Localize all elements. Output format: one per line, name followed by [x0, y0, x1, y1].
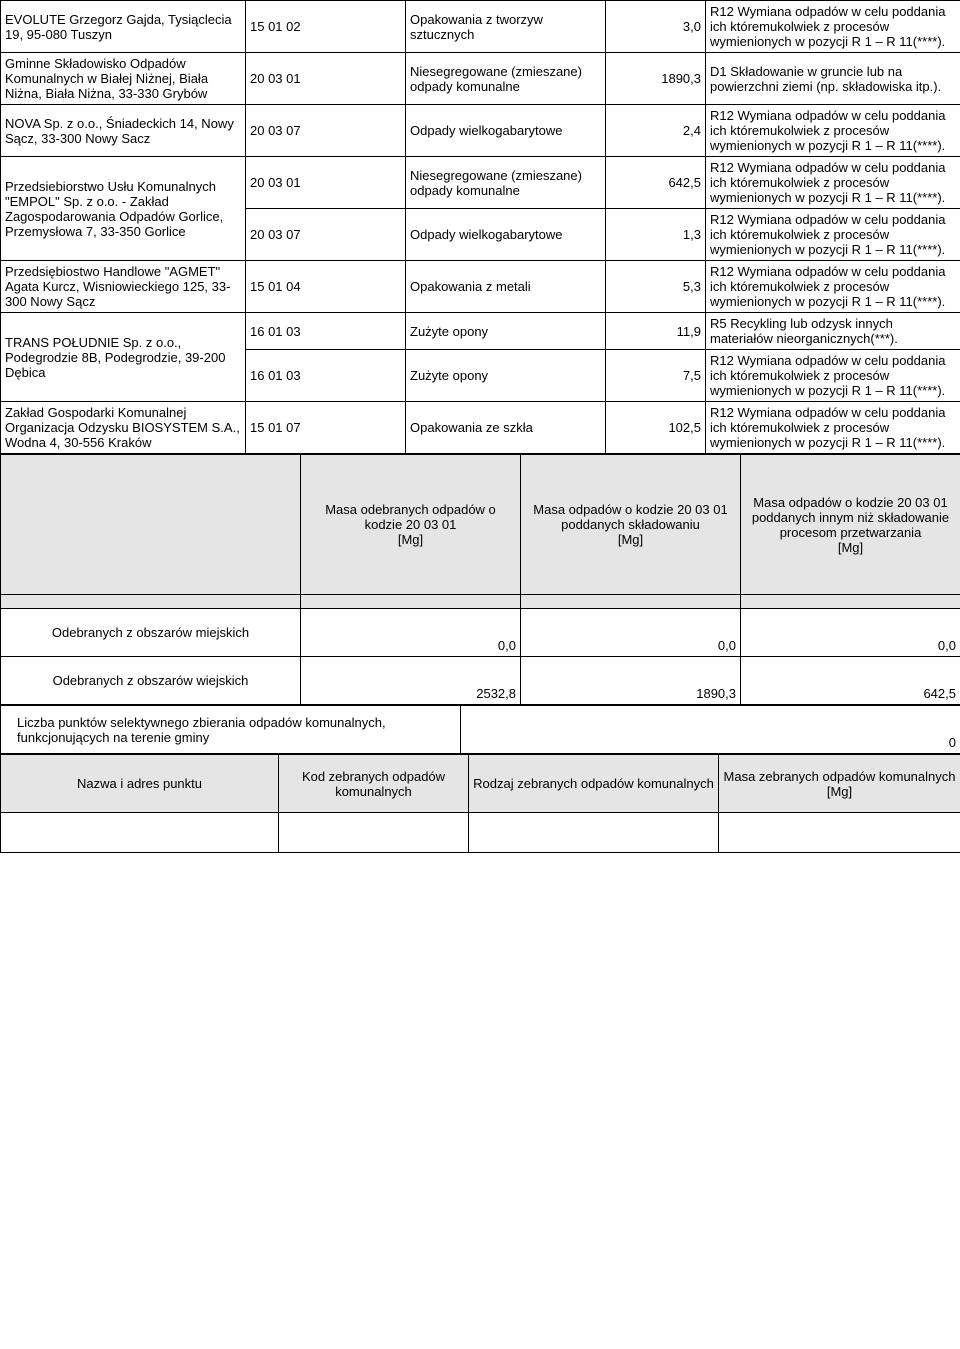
desc-cell: Niesegregowane (zmieszane) odpady komuna…: [406, 53, 606, 105]
summary-urban-v2: 0,0: [521, 609, 741, 657]
process-cell: R12 Wymiana odpadów w celu poddania ich …: [706, 1, 960, 53]
mass-cell: 2,4: [606, 105, 706, 157]
summary-header-1: Masa odebranych odpadów o kodzie 20 03 0…: [301, 455, 521, 595]
company-cell: Zakład Gospodarki Komunalnej Organizacja…: [1, 402, 246, 454]
summary-rural-v1: 2532,8: [301, 657, 521, 705]
desc-cell: Zużyte opony: [406, 350, 606, 402]
summary-rural-v2: 1890,3: [521, 657, 741, 705]
points-header-3: Rodzaj zebranych odpadów komunalnych: [469, 755, 719, 813]
desc-cell: Odpady wielkogabarytowe: [406, 209, 606, 261]
code-cell: 16 01 03: [246, 350, 406, 402]
summary-header-3: Masa odpadów o kodzie 20 03 01 poddanych…: [741, 455, 960, 595]
summary-header-blank: [1, 455, 301, 595]
table-row: Przedsiębiostwo Handlowe "AGMET" Agata K…: [1, 261, 960, 313]
process-cell: R12 Wymiana odpadów w celu poddania ich …: [706, 209, 960, 261]
company-cell: Przedsiębiostwo Handlowe "AGMET" Agata K…: [1, 261, 246, 313]
code-cell: 16 01 03: [246, 313, 406, 350]
points-empty-4: [719, 813, 960, 853]
mass-cell: 5,3: [606, 261, 706, 313]
code-cell: 15 01 04: [246, 261, 406, 313]
points-header-2: Kod zebranych odpadów komunalnych: [279, 755, 469, 813]
mass-cell: 7,5: [606, 350, 706, 402]
table-row: NOVA Sp. z o.o., Śniadeckich 14, Nowy Są…: [1, 105, 960, 157]
desc-cell: Niesegregowane (zmieszane) odpady komuna…: [406, 157, 606, 209]
process-cell: R5 Recykling lub odzysk innych materiałó…: [706, 313, 960, 350]
process-cell: R12 Wymiana odpadów w celu poddania ich …: [706, 157, 960, 209]
points-count-value: 0: [461, 706, 960, 754]
process-cell: R12 Wymiana odpadów w celu poddania ich …: [706, 402, 960, 454]
code-cell: 20 03 07: [246, 209, 406, 261]
summary-rural-label: Odebranych z obszarów wiejskich: [1, 657, 301, 705]
points-header-table: Nazwa i adres punktu Kod zebranych odpad…: [0, 754, 960, 853]
table-row: EVOLUTE Grzegorz Gajda, Tysiąclecia 19, …: [1, 1, 960, 53]
company-cell: Gminne Składowisko Odpadów Komunalnych w…: [1, 53, 246, 105]
company-cell: Przedsiebiorstwo Usłu Komunalnych "EMPOL…: [1, 157, 246, 261]
desc-cell: Odpady wielkogabarytowe: [406, 105, 606, 157]
table-row: Gminne Składowisko Odpadów Komunalnych w…: [1, 53, 960, 105]
company-cell: NOVA Sp. z o.o., Śniadeckich 14, Nowy Są…: [1, 105, 246, 157]
summary-urban-row: Odebranych z obszarów miejskich 0,0 0,0 …: [1, 609, 960, 657]
table-row: TRANS POŁUDNIE Sp. z o.o., Podegrodzie 8…: [1, 313, 960, 350]
summary-urban-v3: 0,0: [741, 609, 960, 657]
code-cell: 20 03 07: [246, 105, 406, 157]
points-count-table: Liczba punktów selektywnego zbierania od…: [0, 705, 960, 754]
summary-header-row: Masa odebranych odpadów o kodzie 20 03 0…: [1, 455, 960, 595]
points-empty-1: [1, 813, 279, 853]
summary-header-2: Masa odpadów o kodzie 20 03 01 poddanych…: [521, 455, 741, 595]
mass-cell: 1,3: [606, 209, 706, 261]
mass-cell: 3,0: [606, 1, 706, 53]
table-row: Zakład Gospodarki Komunalnej Organizacja…: [1, 402, 960, 454]
code-cell: 15 01 07: [246, 402, 406, 454]
process-cell: R12 Wymiana odpadów w celu poddania ich …: [706, 261, 960, 313]
points-header-row: Nazwa i adres punktu Kod zebranych odpad…: [1, 755, 960, 813]
desc-cell: Zużyte opony: [406, 313, 606, 350]
points-empty-3: [469, 813, 719, 853]
summary-urban-v1: 0,0: [301, 609, 521, 657]
company-cell: EVOLUTE Grzegorz Gajda, Tysiąclecia 19, …: [1, 1, 246, 53]
process-cell: R12 Wymiana odpadów w celu poddania ich …: [706, 105, 960, 157]
mass-cell: 1890,3: [606, 53, 706, 105]
process-cell: R12 Wymiana odpadów w celu poddania ich …: [706, 350, 960, 402]
desc-cell: Opakowania z metali: [406, 261, 606, 313]
waste-main-table: EVOLUTE Grzegorz Gajda, Tysiąclecia 19, …: [0, 0, 960, 454]
code-cell: 15 01 02: [246, 1, 406, 53]
mass-cell: 642,5: [606, 157, 706, 209]
summary-header-table: Masa odebranych odpadów o kodzie 20 03 0…: [0, 454, 960, 705]
points-count-row: Liczba punktów selektywnego zbierania od…: [1, 706, 960, 754]
mass-cell: 102,5: [606, 402, 706, 454]
desc-cell: Opakowania ze szkła: [406, 402, 606, 454]
mass-cell: 11,9: [606, 313, 706, 350]
desc-cell: Opakowania z tworzyw sztucznych: [406, 1, 606, 53]
points-empty-2: [279, 813, 469, 853]
code-cell: 20 03 01: [246, 157, 406, 209]
process-cell: D1 Składowanie w gruncie lub na powierzc…: [706, 53, 960, 105]
summary-urban-label: Odebranych z obszarów miejskich: [1, 609, 301, 657]
points-header-1: Nazwa i adres punktu: [1, 755, 279, 813]
company-cell: TRANS POŁUDNIE Sp. z o.o., Podegrodzie 8…: [1, 313, 246, 402]
points-count-label: Liczba punktów selektywnego zbierania od…: [1, 706, 461, 754]
code-cell: 20 03 01: [246, 53, 406, 105]
summary-rural-row: Odebranych z obszarów wiejskich 2532,8 1…: [1, 657, 960, 705]
summary-rural-v3: 642,5: [741, 657, 960, 705]
points-header-4: Masa zebranych odpadów komunalnych [Mg]: [719, 755, 960, 813]
table-row: Przedsiebiorstwo Usłu Komunalnych "EMPOL…: [1, 157, 960, 209]
points-empty-row: [1, 813, 960, 853]
